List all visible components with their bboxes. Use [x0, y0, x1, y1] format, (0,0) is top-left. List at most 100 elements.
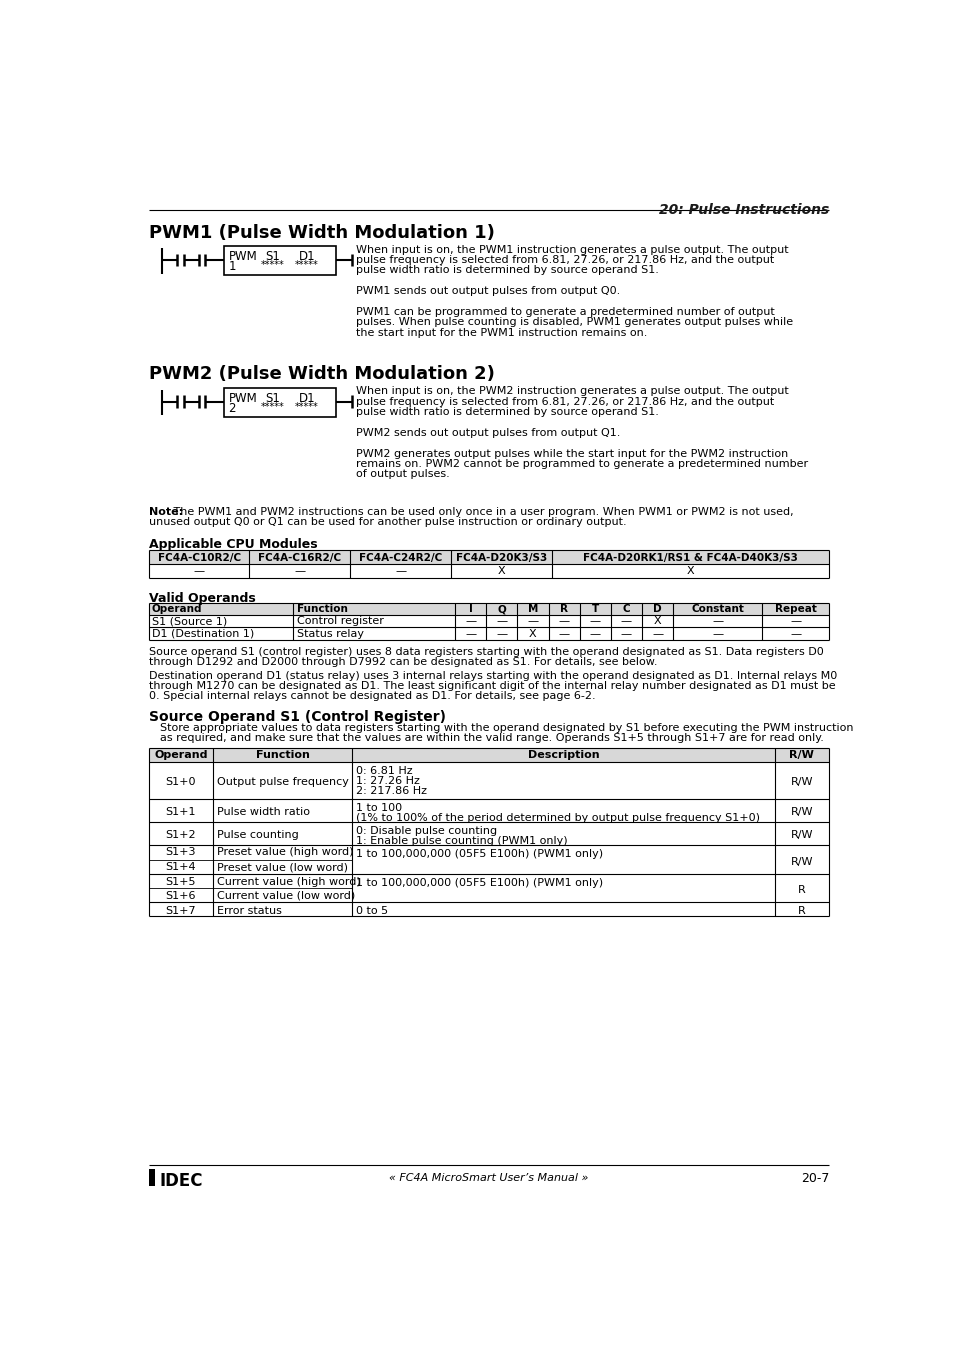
Text: FC4A-D20RK1/RS1 & FC4A-D40K3/S3: FC4A-D20RK1/RS1 & FC4A-D40K3/S3 [582, 553, 797, 562]
Text: PWM1 can be programmed to generate a predetermined number of output: PWM1 can be programmed to generate a pre… [355, 307, 774, 317]
Text: *****: ***** [294, 401, 317, 412]
Text: S1+3: S1+3 [166, 847, 196, 858]
Text: M: M [527, 604, 537, 615]
Text: —: — [294, 566, 305, 577]
Text: 1 to 100,000,000 (05F5 E100h) (PWM1 only): 1 to 100,000,000 (05F5 E100h) (PWM1 only… [355, 878, 602, 888]
Text: Applicable CPU Modules: Applicable CPU Modules [149, 538, 317, 551]
Text: —: — [589, 616, 600, 627]
Text: PWM2 generates output pulses while the start input for the PWM2 instruction: PWM2 generates output pulses while the s… [355, 449, 787, 458]
Text: D1: D1 [298, 250, 315, 263]
Text: When input is on, the PWM2 instruction generates a pulse output. The output: When input is on, the PWM2 instruction g… [355, 386, 787, 396]
Text: through D1292 and D2000 through D7992 can be designated as S1. For details, see : through D1292 and D2000 through D7992 ca… [149, 657, 657, 667]
Text: 20: Pulse Instructions: 20: Pulse Instructions [659, 203, 828, 218]
Text: —: — [652, 628, 662, 639]
Text: Function: Function [296, 604, 347, 615]
Text: D: D [653, 604, 661, 615]
Text: 0: 6.81 Hz: 0: 6.81 Hz [355, 766, 413, 775]
Text: FC4A-C24R2/C: FC4A-C24R2/C [358, 553, 442, 562]
Text: *****: ***** [260, 259, 284, 270]
Text: Preset value (low word): Preset value (low word) [217, 862, 348, 871]
Text: X: X [686, 566, 694, 577]
Text: Store appropriate values to data registers starting with the operand designated : Store appropriate values to data registe… [159, 723, 852, 734]
Text: —: — [395, 566, 406, 577]
Text: 1: 1 [229, 259, 235, 273]
Text: Status relay: Status relay [296, 628, 363, 639]
Text: Operand: Operand [152, 604, 202, 615]
Text: Error status: Error status [217, 907, 282, 916]
Text: Current value (low word): Current value (low word) [217, 890, 355, 901]
Text: pulse frequency is selected from 6.81, 27.26, or 217.86 Hz, and the output: pulse frequency is selected from 6.81, 2… [355, 255, 773, 265]
Text: 20-7: 20-7 [800, 1173, 828, 1185]
Text: —: — [789, 628, 801, 639]
Text: PWM: PWM [229, 392, 257, 404]
Text: D1: D1 [298, 392, 315, 404]
Text: —: — [589, 628, 600, 639]
Text: R/W: R/W [788, 750, 814, 761]
Text: —: — [464, 628, 476, 639]
Text: R: R [797, 907, 805, 916]
Text: —: — [712, 616, 722, 627]
Text: 0 to 5: 0 to 5 [355, 907, 388, 916]
Text: S1+1: S1+1 [166, 808, 196, 817]
Text: 1: 27.26 Hz: 1: 27.26 Hz [355, 775, 419, 786]
Text: 0. Special internal relays cannot be designated as D1. For details, see page 6-2: 0. Special internal relays cannot be des… [149, 692, 595, 701]
Text: « FC4A MicroSmart User’s Manual »: « FC4A MicroSmart User’s Manual » [389, 1173, 588, 1183]
Text: Note:: Note: [149, 507, 183, 517]
Text: Operand: Operand [154, 750, 208, 761]
Text: Description: Description [527, 750, 598, 761]
Text: 1: Enable pulse counting (PWM1 only): 1: Enable pulse counting (PWM1 only) [355, 836, 567, 846]
Text: The PWM1 and PWM2 instructions can be used only once in a user program. When PWM: The PWM1 and PWM2 instructions can be us… [171, 507, 793, 517]
Text: —: — [620, 616, 632, 627]
Text: R: R [559, 604, 567, 615]
Text: pulses. When pulse counting is disabled, PWM1 generates output pulses while: pulses. When pulse counting is disabled,… [355, 317, 792, 327]
Text: S1 (Source 1): S1 (Source 1) [152, 616, 227, 627]
Text: T: T [591, 604, 598, 615]
Text: R/W: R/W [790, 857, 812, 866]
Text: —: — [496, 616, 507, 627]
Text: Pulse width ratio: Pulse width ratio [217, 808, 310, 817]
Text: remains on. PWM2 cannot be programmed to generate a predetermined number: remains on. PWM2 cannot be programmed to… [355, 459, 807, 469]
Text: IDEC: IDEC [159, 1173, 203, 1190]
Bar [149, 603, 828, 615]
Text: Function: Function [255, 750, 310, 761]
Text: unused output Q0 or Q1 can be used for another pulse instruction or ordinary out: unused output Q0 or Q1 can be used for a… [149, 517, 626, 527]
Text: Q: Q [497, 604, 506, 615]
Text: of output pulses.: of output pulses. [355, 469, 449, 480]
Text: pulse frequency is selected from 6.81, 27.26, or 217.86 Hz, and the output: pulse frequency is selected from 6.81, 2… [355, 397, 773, 407]
Text: X: X [529, 628, 537, 639]
Text: pulse width ratio is determined by source operand S1.: pulse width ratio is determined by sourc… [355, 407, 658, 417]
Text: —: — [789, 616, 801, 627]
Text: Pulse counting: Pulse counting [217, 831, 298, 840]
Text: pulse width ratio is determined by source operand S1.: pulse width ratio is determined by sourc… [355, 265, 658, 276]
Text: S1+7: S1+7 [166, 907, 196, 916]
Text: C: C [622, 604, 630, 615]
Text: 1 to 100: 1 to 100 [355, 802, 402, 813]
Text: FC4A-C16R2/C: FC4A-C16R2/C [258, 553, 341, 562]
Text: —: — [193, 566, 205, 577]
Bar [224, 246, 335, 276]
Text: *****: ***** [294, 259, 317, 270]
Text: S1+0: S1+0 [166, 777, 196, 788]
Bar [149, 550, 828, 565]
Text: Current value (high word): Current value (high word) [217, 877, 360, 886]
Text: I: I [468, 604, 472, 615]
Bar [224, 388, 335, 417]
Text: —: — [558, 616, 569, 627]
Text: —: — [496, 628, 507, 639]
Text: Control register: Control register [296, 616, 383, 627]
Text: —: — [712, 628, 722, 639]
Text: PWM1 (Pulse Width Modulation 1): PWM1 (Pulse Width Modulation 1) [149, 224, 494, 242]
Text: PWM: PWM [229, 250, 257, 263]
Text: FC4A-D20K3/S3: FC4A-D20K3/S3 [456, 553, 546, 562]
Text: R: R [797, 885, 805, 896]
Text: —: — [527, 616, 537, 627]
Text: —: — [464, 616, 476, 627]
Text: S1+2: S1+2 [166, 831, 196, 840]
Text: 2: 217.86 Hz: 2: 217.86 Hz [355, 786, 427, 796]
Text: (1% to 100% of the period determined by output pulse frequency S1+0): (1% to 100% of the period determined by … [355, 813, 760, 823]
Text: —: — [558, 628, 569, 639]
Text: R/W: R/W [790, 777, 812, 788]
Text: through M1270 can be designated as D1. The least significant digit of the intern: through M1270 can be designated as D1. T… [149, 681, 835, 692]
Text: Repeat: Repeat [774, 604, 816, 615]
Text: FC4A-C10R2/C: FC4A-C10R2/C [157, 553, 240, 562]
